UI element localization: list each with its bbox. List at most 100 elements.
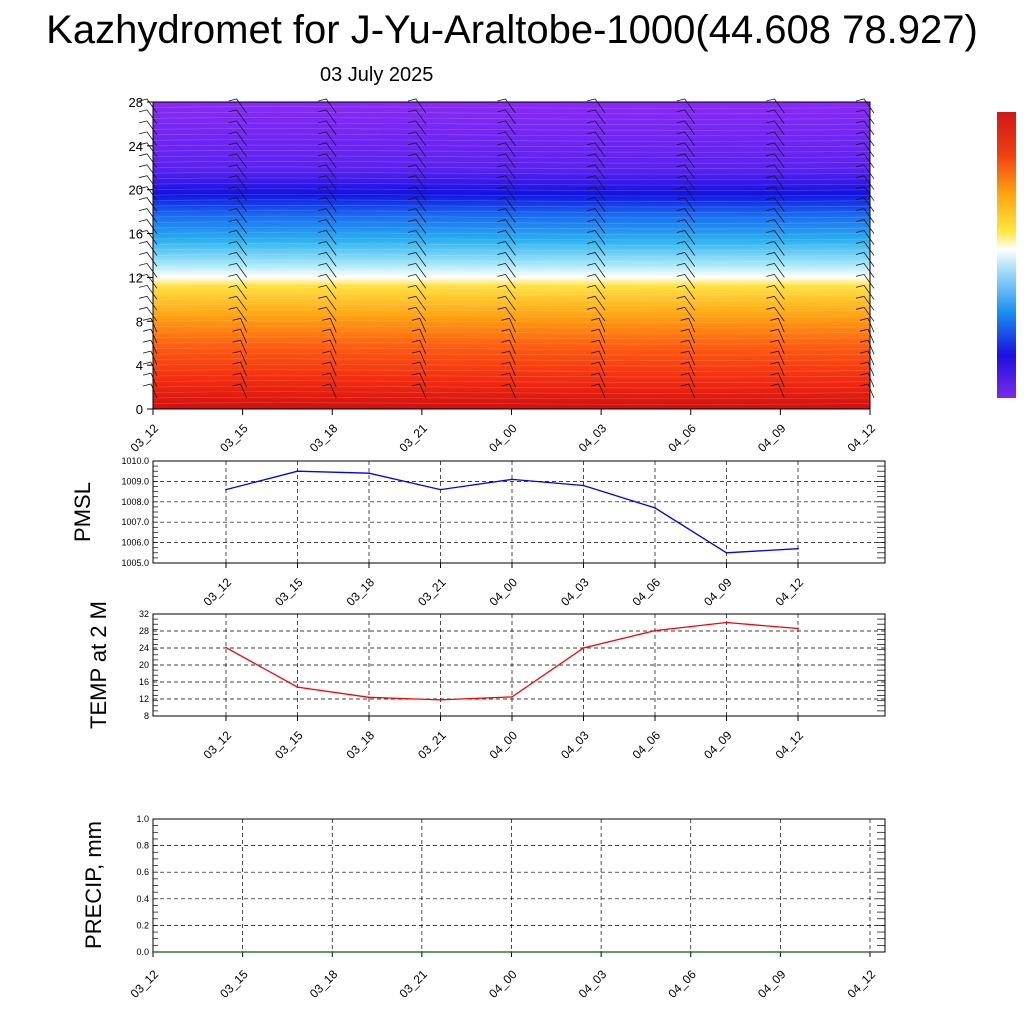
data-point — [152, 951, 154, 953]
wind-barb — [591, 372, 606, 388]
contour-line — [152, 292, 871, 296]
data-point — [654, 629, 656, 632]
wind-barb — [587, 175, 606, 190]
wind-barb — [322, 361, 337, 377]
wind-barb — [855, 262, 875, 278]
y-tick-label: 12 — [139, 694, 149, 704]
wind-barb — [855, 142, 875, 158]
wind-barb — [587, 219, 606, 234]
y-tick-label: 20 — [129, 183, 143, 198]
wind-barb — [859, 372, 875, 388]
wind-barb — [676, 306, 696, 322]
wind-barb — [676, 153, 696, 169]
wind-barb — [680, 339, 696, 355]
x-tick-label: 03_12 — [128, 967, 162, 1001]
wind-barb — [318, 241, 337, 256]
wind-barb — [497, 98, 516, 114]
contour-line — [152, 144, 871, 148]
wind-barb — [411, 372, 427, 388]
wind-barb — [591, 339, 606, 355]
x-tick-label: 03_21 — [396, 421, 430, 455]
wind-barb — [318, 262, 337, 278]
wind-barb — [855, 252, 875, 267]
wind-barb — [497, 142, 516, 158]
contour-line — [152, 232, 871, 235]
wind-barb — [407, 208, 427, 223]
page-title: Kazhydromet for J-Yu-Araltobe-1000(44.60… — [46, 8, 978, 52]
wind-barb — [676, 186, 696, 201]
wind-barb — [770, 350, 785, 366]
heatmap-field — [153, 102, 870, 409]
wind-barb — [501, 339, 516, 355]
y-tick-label: 28 — [139, 626, 149, 636]
wind-barb — [497, 109, 516, 125]
wind-barb — [318, 98, 337, 114]
x-tick-label: 03_15 — [272, 728, 306, 762]
data-point — [600, 951, 602, 953]
data-point — [296, 686, 299, 688]
x-tick-label: 03_18 — [344, 575, 378, 609]
wind-barb — [142, 372, 158, 388]
contour-line — [152, 402, 871, 405]
contour-line — [152, 303, 871, 306]
x-tick-label: 03_12 — [201, 575, 235, 609]
y-tick-label: 28 — [129, 95, 143, 110]
wind-barb — [676, 273, 696, 289]
contour-line — [152, 270, 871, 274]
wind-barb — [138, 120, 158, 136]
wind-barb — [855, 164, 875, 180]
wind-barb — [501, 350, 516, 366]
wind-barb — [497, 306, 516, 322]
wind-barb — [501, 372, 516, 388]
wind-barb — [587, 142, 606, 158]
wind-barb — [232, 339, 247, 355]
wind-barb — [138, 208, 158, 223]
wind-barb — [859, 328, 875, 344]
wind-barb — [676, 295, 696, 311]
data-point — [368, 472, 370, 475]
y-tick-label: 0.2 — [136, 920, 149, 930]
wind-barb — [497, 131, 516, 147]
wind-barb — [591, 361, 606, 377]
contour-line — [152, 111, 871, 115]
data-point — [869, 951, 871, 953]
wind-barb — [855, 284, 875, 300]
x-tick-label: 04_03 — [576, 967, 610, 1001]
y-tick-label: 0.6 — [136, 867, 149, 877]
data-point — [779, 951, 782, 953]
wind-barb — [318, 186, 337, 201]
wind-barb — [322, 339, 337, 355]
temperature-profile-heatmap: 0 4 8 12 16 20 24 28 03_12 03_15 03_18 03_21 04_00 04… — [128, 95, 879, 455]
wind-barb — [232, 361, 247, 377]
wind-barb — [411, 350, 427, 366]
contour-line — [152, 155, 871, 158]
wind-barb — [228, 219, 247, 234]
wind-barb — [587, 262, 606, 278]
x-tick-label: 04_09 — [755, 967, 789, 1001]
wind-barb — [497, 208, 516, 223]
data-point — [689, 951, 692, 953]
wind-barb — [587, 98, 606, 114]
wind-barb — [587, 241, 606, 256]
wind-barb — [138, 219, 158, 234]
x-tick-label: 04_12 — [845, 967, 879, 1001]
temperature-panel: 8 12 16 20 24 28 32 03_12 03_15 03_18 03_21 04_00 04… — [139, 609, 886, 762]
wind-barb — [142, 328, 158, 344]
wind-barb — [766, 295, 785, 311]
contour-line — [152, 188, 871, 191]
wind-barb — [318, 208, 337, 223]
x-tick-label: 04_12 — [773, 728, 807, 762]
wind-barb — [680, 372, 696, 388]
y-tick-label: 24 — [129, 139, 143, 154]
contour-line — [152, 396, 871, 400]
wind-barb — [407, 120, 427, 136]
wind-barb — [322, 350, 337, 366]
wind-barb — [411, 361, 427, 377]
x-tick-label: 03_15 — [272, 575, 306, 609]
data-point — [797, 547, 799, 550]
wind-barb — [587, 208, 606, 223]
contour-line — [152, 133, 871, 137]
wind-barb — [138, 153, 158, 169]
wind-barb — [680, 317, 696, 333]
wind-barb — [407, 273, 427, 289]
